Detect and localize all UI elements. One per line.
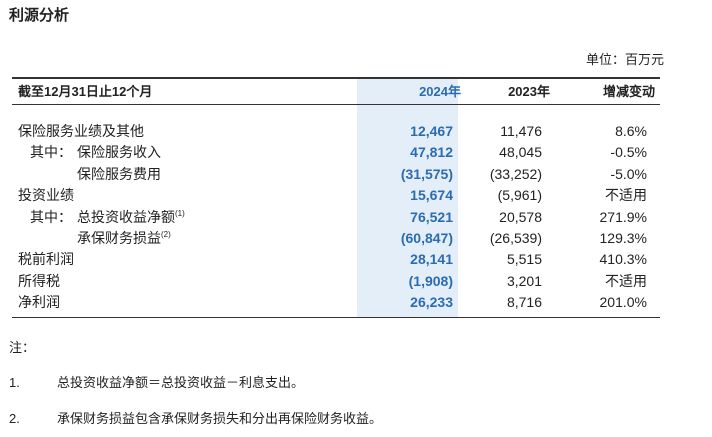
row-label: 保险服务费用 xyxy=(77,165,161,182)
cell: 11,476 xyxy=(500,123,542,139)
cell: 8.6% xyxy=(615,123,647,139)
row-label: 税前利润 xyxy=(18,251,74,268)
note-mark: (1) xyxy=(175,208,185,218)
row-label: 投资业绩 xyxy=(18,187,74,204)
note-mark: (2) xyxy=(161,230,171,239)
cell: 410.3% xyxy=(599,251,647,268)
cell: 129.3% xyxy=(599,230,647,246)
row-label: 保险服务收入 xyxy=(77,144,161,161)
notes-title: 注： xyxy=(9,340,36,355)
row-prefix: 其中： xyxy=(30,208,72,225)
cell: 26,233 xyxy=(410,294,453,311)
note-num: 1. xyxy=(9,375,20,390)
cell: 不适用 xyxy=(605,187,647,204)
row-label: 净利润 xyxy=(18,294,60,311)
unit: 单位：百万元 xyxy=(585,52,664,67)
cell: (1,908) xyxy=(408,272,453,289)
cell: 3,201 xyxy=(506,272,542,289)
cell: 5,515 xyxy=(506,251,542,268)
cell: (33,252) xyxy=(489,165,542,182)
title: 利源分析 xyxy=(9,7,70,24)
cell: (26,539) xyxy=(489,230,542,246)
rule xyxy=(12,317,660,318)
cell: 48,045 xyxy=(499,144,542,161)
cell: (31,575) xyxy=(400,165,453,182)
rule xyxy=(12,104,660,105)
rule xyxy=(12,77,660,79)
cell: 201.0% xyxy=(599,294,647,311)
row-prefix: 其中： xyxy=(30,144,72,161)
note-text: 总投资收益净额＝总投资收益－利息支出。 xyxy=(57,375,305,390)
cell: 15,674 xyxy=(410,187,453,204)
column-header: 2023年 xyxy=(508,84,550,99)
cell: (5,961) xyxy=(497,187,542,204)
cell: (60,847) xyxy=(400,230,453,246)
cell: 不适用 xyxy=(605,272,647,289)
row-label: 所得税 xyxy=(18,272,60,289)
cell: 20,578 xyxy=(499,208,542,225)
cell: 76,521 xyxy=(410,208,453,225)
cell: -5.0% xyxy=(610,165,647,182)
row-label: 保险服务业绩及其他 xyxy=(18,123,144,139)
column-header: 增减变动 xyxy=(602,84,655,99)
note-text: 承保财务损益包含承保财务损失和分出再保险财务收益。 xyxy=(57,411,383,426)
row-label: 承保财务损益(2) xyxy=(77,230,171,246)
cell: 12,467 xyxy=(410,123,453,139)
cell: -0.5% xyxy=(610,144,647,161)
column-header: 2024年 xyxy=(419,84,461,99)
row-label: 总投资收益净额(1) xyxy=(77,208,185,225)
cell: 271.9% xyxy=(599,208,647,225)
cell: 47,812 xyxy=(410,144,453,161)
column-header: 截至12月31日止12个月 xyxy=(18,84,153,99)
note-num: 2. xyxy=(9,411,20,426)
cell: 8,716 xyxy=(506,294,542,311)
highlight-column xyxy=(357,78,458,318)
cell: 28,141 xyxy=(410,251,453,268)
